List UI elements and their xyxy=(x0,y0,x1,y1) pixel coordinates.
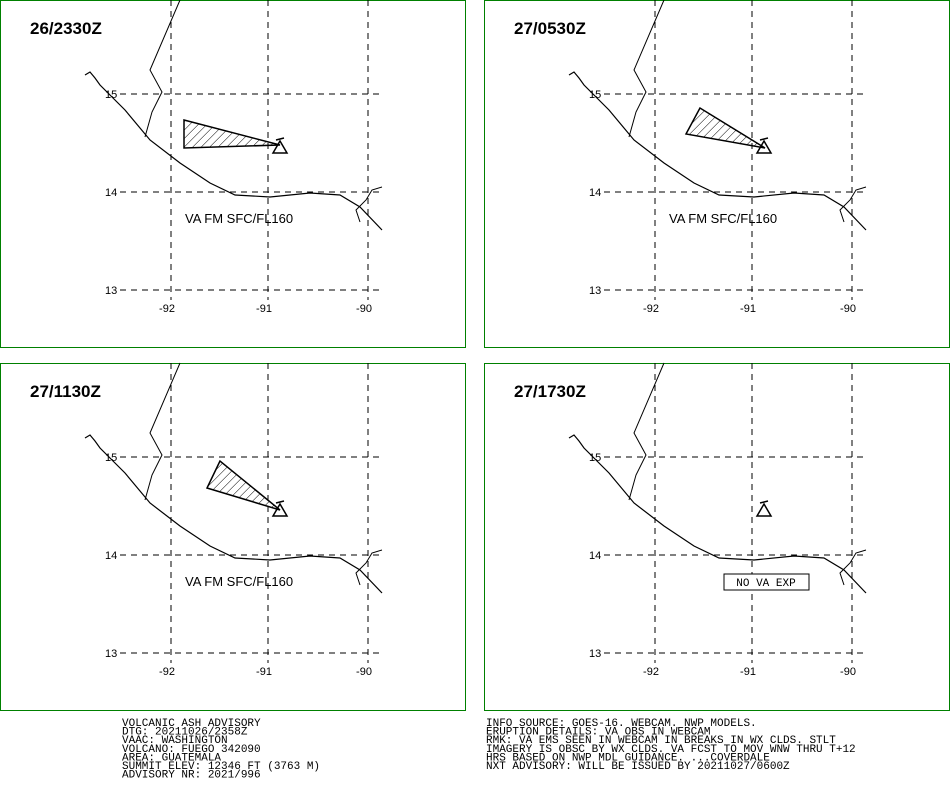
border xyxy=(144,0,383,223)
ash-area xyxy=(684,106,766,149)
advisory-line: RMK: VA EMS SEEN IN WEBCAM IN BREAKS IN … xyxy=(486,735,836,747)
panel-border xyxy=(484,0,950,348)
lat-label: 14 xyxy=(105,550,117,562)
ash-area xyxy=(183,119,281,149)
advisory-line: VOLCANO: FUEGO 342090 xyxy=(122,744,261,756)
va-label: NO VA EXP xyxy=(736,578,796,590)
map-panel: -92 -91 -90 15 14 13 VA FM SFC/FL160 27/1130Z xyxy=(0,362,466,711)
volcano xyxy=(271,500,289,517)
lon-label: -90 xyxy=(356,303,372,315)
advisory-line: VAAC: WASHINGTON xyxy=(122,735,228,747)
advisory-line: ADVISORY NR: 2021/996 xyxy=(122,770,261,782)
valid-time: 27/1730Z xyxy=(514,382,586,401)
lat-label: 15 xyxy=(105,89,117,101)
lon-label: -92 xyxy=(643,303,659,315)
border xyxy=(628,362,867,586)
advisory-line: VOLCANIC ASH ADVISORY xyxy=(122,718,261,730)
advisory-line: ERUPTION DETAILS: VA OBS IN WEBCAM xyxy=(486,727,710,739)
lat-label: 13 xyxy=(105,285,117,297)
lon-label: -91 xyxy=(740,303,756,315)
lat-label: 14 xyxy=(589,187,601,199)
volcano xyxy=(271,137,289,154)
coastline xyxy=(568,434,867,594)
lon-label: -91 xyxy=(256,303,272,315)
lon-label: -92 xyxy=(159,303,175,315)
valid-time: 26/2330Z xyxy=(30,19,102,38)
label-box xyxy=(723,573,810,591)
advisory-line: NXT ADVISORY: WILL BE ISSUED BY 20211027… xyxy=(486,761,790,773)
panel-border xyxy=(0,0,466,348)
coastline xyxy=(568,71,867,231)
lon-label: -90 xyxy=(840,303,856,315)
lon-label: -90 xyxy=(356,666,372,678)
map-panel: -92 -91 -90 15 14 13 VA FM SFC/FL160 27/0530Z xyxy=(484,0,950,348)
coastline xyxy=(84,434,383,594)
advisory-line: DTG: 20211026/2358Z xyxy=(122,727,248,739)
map-panel: -92 -91 -90 15 14 13 VA FM SFC/FL160 26/2330Z xyxy=(0,0,466,348)
va-label: VA FM SFC/FL160 xyxy=(185,574,293,589)
lon-label: -91 xyxy=(740,666,756,678)
volcano xyxy=(755,500,773,517)
border xyxy=(144,362,383,586)
lat-label: 15 xyxy=(589,89,601,101)
lon-label: -92 xyxy=(159,666,175,678)
lon-label: -92 xyxy=(643,666,659,678)
lat-label: 15 xyxy=(105,452,117,464)
lat-label: 15 xyxy=(589,452,601,464)
lat-label: 13 xyxy=(589,285,601,297)
advisory-line: AREA: GUATEMALA xyxy=(122,752,221,764)
va-label: VA FM SFC/FL160 xyxy=(185,211,293,226)
va-label: VA FM SFC/FL160 xyxy=(669,211,777,226)
border xyxy=(628,0,867,223)
lat-label: 14 xyxy=(105,187,117,199)
advisory-line: IMAGERY IS OBSC BY WX CLDS. VA FCST TO M… xyxy=(486,744,856,756)
map-panel: -92 -91 -90 15 14 13 NO VA EXP 27/1730Z xyxy=(484,362,950,711)
coastline xyxy=(84,71,383,231)
ash-area xyxy=(205,459,281,511)
advisory-line: SUMMIT ELEV: 12346 FT (3763 M) xyxy=(122,761,320,773)
lat-label: 13 xyxy=(105,648,117,660)
lon-label: -91 xyxy=(256,666,272,678)
advisory-line: INFO SOURCE: GOES-16. WEBCAM. NWP MODELS… xyxy=(486,718,757,730)
panel-border xyxy=(484,363,950,711)
panel-border xyxy=(0,363,466,711)
lat-label: 13 xyxy=(589,648,601,660)
advisory-line: HRS BASED ON NWP MDL GUIDANCE. ...COVERD… xyxy=(486,752,770,764)
valid-time: 27/1130Z xyxy=(30,382,101,401)
valid-time: 27/0530Z xyxy=(514,19,586,38)
lat-label: 14 xyxy=(589,550,601,562)
lon-label: -90 xyxy=(840,666,856,678)
